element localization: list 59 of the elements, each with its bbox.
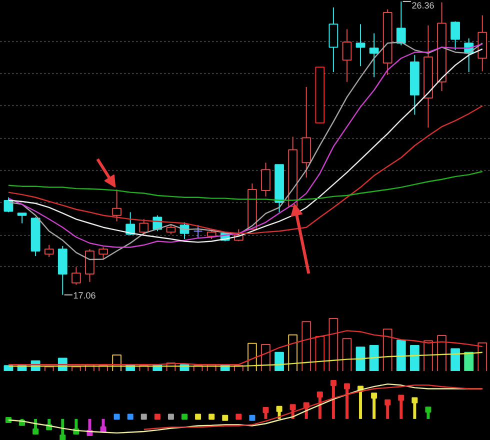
point <box>32 428 39 435</box>
candlestick <box>85 248 94 282</box>
point <box>276 406 282 412</box>
candlestick <box>71 266 81 286</box>
bar <box>369 345 379 371</box>
point <box>168 414 174 420</box>
point <box>208 414 215 420</box>
point <box>182 414 188 420</box>
candlestick <box>342 28 352 82</box>
candlestick <box>396 0 406 46</box>
point <box>114 414 120 420</box>
point <box>60 434 66 440</box>
point <box>236 414 242 420</box>
point <box>330 380 336 386</box>
bar <box>302 321 312 371</box>
point <box>398 394 404 401</box>
point <box>290 404 296 410</box>
candlestick <box>44 244 54 258</box>
candlestick <box>356 24 366 67</box>
point <box>371 392 378 399</box>
candlestick <box>369 32 379 78</box>
point <box>344 383 350 390</box>
bar <box>315 336 325 371</box>
point <box>140 414 147 420</box>
bar <box>396 340 406 371</box>
point <box>262 406 269 413</box>
point <box>412 397 418 404</box>
bar <box>464 352 474 371</box>
bar <box>437 334 446 371</box>
candlestick <box>126 212 136 236</box>
bar <box>328 318 338 371</box>
bar <box>382 328 392 371</box>
point <box>127 414 134 420</box>
bar <box>356 346 366 371</box>
bar <box>478 342 488 371</box>
candlestick <box>261 162 270 197</box>
point <box>384 399 391 406</box>
candlestick <box>450 20 460 51</box>
bar <box>410 345 420 371</box>
candlestick <box>328 6 338 73</box>
candlestick <box>112 188 122 222</box>
bar <box>288 334 298 371</box>
candlestick <box>166 224 176 235</box>
bar <box>342 338 352 371</box>
candlestick <box>17 212 27 224</box>
bar <box>424 340 433 371</box>
point <box>425 406 432 413</box>
annotation: 17.06 <box>73 290 96 300</box>
candlestick <box>98 246 108 260</box>
candlestick <box>193 224 203 239</box>
point <box>195 414 202 420</box>
point <box>154 414 160 420</box>
point <box>316 392 323 398</box>
point <box>249 414 256 421</box>
annotation: 26.36 <box>412 0 434 10</box>
point <box>222 414 228 421</box>
bar <box>274 352 284 371</box>
bar <box>450 348 460 371</box>
candlestick <box>139 218 149 235</box>
